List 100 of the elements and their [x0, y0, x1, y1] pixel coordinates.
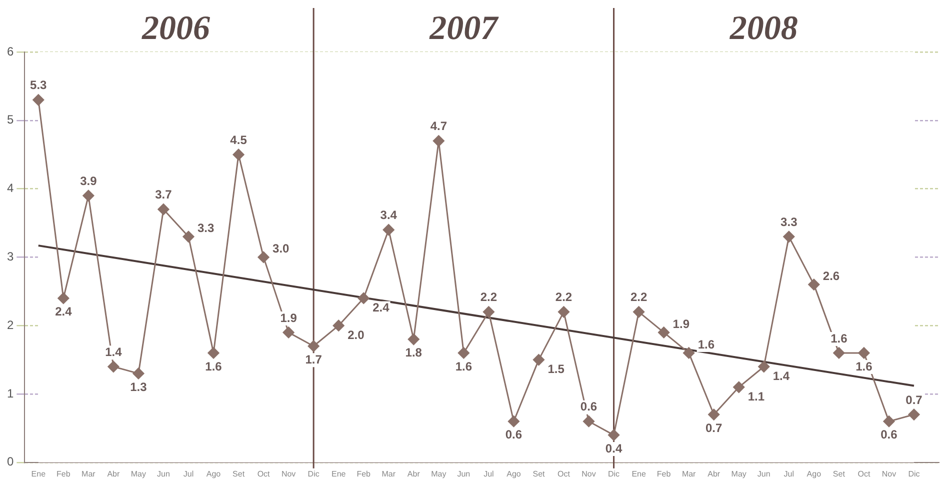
- x-tick-label: Nov: [281, 469, 296, 478]
- point: [708, 408, 720, 420]
- x-tick-label: Abr: [407, 469, 420, 478]
- band-label: 2007: [428, 10, 500, 47]
- x-tick-label: Jun: [757, 469, 770, 478]
- point: [382, 224, 394, 236]
- x-tick-label: Dic: [608, 469, 620, 478]
- point: [683, 347, 695, 359]
- x-tick-label: Set: [832, 469, 846, 478]
- data-label: 0.7: [906, 392, 923, 407]
- y-tick-label: 0: [6, 454, 14, 469]
- point: [182, 230, 194, 242]
- x-tick-label: Oct: [257, 469, 271, 478]
- data-label: 2.4: [55, 304, 72, 319]
- point: [733, 381, 745, 393]
- x-tick-label: Mar: [682, 469, 696, 478]
- data-label: 1.4: [772, 368, 790, 383]
- point: [833, 347, 845, 359]
- point: [132, 368, 144, 380]
- data-label: 1.9: [280, 310, 298, 325]
- data-label: 1.6: [455, 359, 472, 374]
- point: [282, 326, 294, 338]
- x-tick-label: Jun: [457, 469, 470, 478]
- point: [232, 148, 244, 160]
- x-tick-label: May: [731, 469, 746, 478]
- point: [308, 340, 320, 352]
- point: [332, 320, 344, 332]
- data-label: 2.2: [555, 290, 572, 304]
- point: [482, 306, 494, 318]
- band-label: 2006: [140, 10, 210, 47]
- data-label: 4.5: [230, 132, 248, 147]
- x-tick-label: Set: [532, 469, 546, 478]
- point: [258, 251, 270, 263]
- x-tick-label: Ago: [206, 469, 222, 478]
- data-label: 2.2: [630, 290, 648, 304]
- x-tick-label: Abr: [708, 469, 720, 478]
- data-label: 0.6: [505, 428, 522, 442]
- data-label: 1.5: [548, 362, 565, 376]
- x-tick-label: Jul: [484, 469, 494, 478]
- data-label: 2.6: [822, 268, 840, 283]
- point: [608, 429, 620, 441]
- point: [908, 408, 920, 420]
- data-label: 5.3: [30, 78, 48, 92]
- x-tick-label: Mar: [82, 469, 96, 478]
- point: [658, 326, 670, 338]
- data-label: 4.7: [430, 119, 448, 134]
- point: [858, 347, 870, 359]
- x-tick-label: Nov: [882, 469, 896, 478]
- data-label: 3.4: [380, 208, 398, 222]
- x-tick-label: Ene: [632, 469, 646, 478]
- data-label: 0.6: [880, 428, 898, 442]
- x-tick-label: Feb: [356, 469, 372, 478]
- x-tick-label: Ago: [506, 469, 522, 478]
- point: [82, 190, 94, 202]
- y-tick-label: 2: [6, 318, 14, 332]
- x-tick-label: Set: [232, 469, 246, 478]
- data-label: 1.6: [698, 337, 715, 352]
- x-tick-label: Feb: [656, 469, 672, 478]
- data-label: 2.0: [348, 328, 365, 342]
- point: [358, 292, 370, 304]
- x-tick-label: Jun: [157, 469, 170, 478]
- y-tick-label: 1: [6, 386, 14, 400]
- x-tick-label: Jul: [183, 469, 194, 478]
- point: [208, 347, 220, 359]
- x-tick-label: Jul: [784, 469, 794, 478]
- data-label: 1.6: [830, 331, 848, 346]
- x-tick-label: May: [130, 469, 146, 478]
- point: [758, 360, 770, 372]
- x-tick-label: Feb: [56, 469, 71, 478]
- data-label: 3.7: [155, 188, 172, 202]
- data-label: 3.3: [197, 220, 214, 235]
- x-tick-label: Dic: [308, 469, 320, 478]
- point: [633, 306, 645, 318]
- data-label: 0.4: [605, 441, 622, 456]
- x-tick-label: Ene: [31, 469, 46, 478]
- point: [108, 360, 120, 372]
- data-label: 1.1: [748, 389, 765, 404]
- data-label: 3.3: [780, 214, 798, 229]
- y-tick-label: 5: [6, 112, 14, 127]
- data-label: 2.4: [372, 300, 390, 315]
- band-label: 2008: [728, 10, 798, 47]
- data-label: 2.2: [480, 290, 498, 304]
- point: [508, 416, 520, 428]
- point: [808, 278, 820, 290]
- y-tick-label: 6: [6, 44, 14, 58]
- point: [532, 354, 544, 366]
- data-label: 0.6: [580, 400, 598, 414]
- point: [408, 334, 420, 346]
- data-label: 1.3: [130, 380, 148, 394]
- point: [158, 204, 170, 216]
- point: [58, 292, 70, 304]
- x-tick-label: May: [431, 469, 446, 478]
- point: [783, 230, 795, 242]
- data-label: 0.7: [706, 420, 723, 435]
- data-label: 1.6: [205, 359, 222, 374]
- point: [583, 416, 595, 428]
- data-label: 1.8: [405, 346, 422, 360]
- data-label: 3.0: [272, 242, 290, 256]
- x-tick-label: Ene: [331, 469, 346, 478]
- y-tick-label: 4: [6, 181, 14, 196]
